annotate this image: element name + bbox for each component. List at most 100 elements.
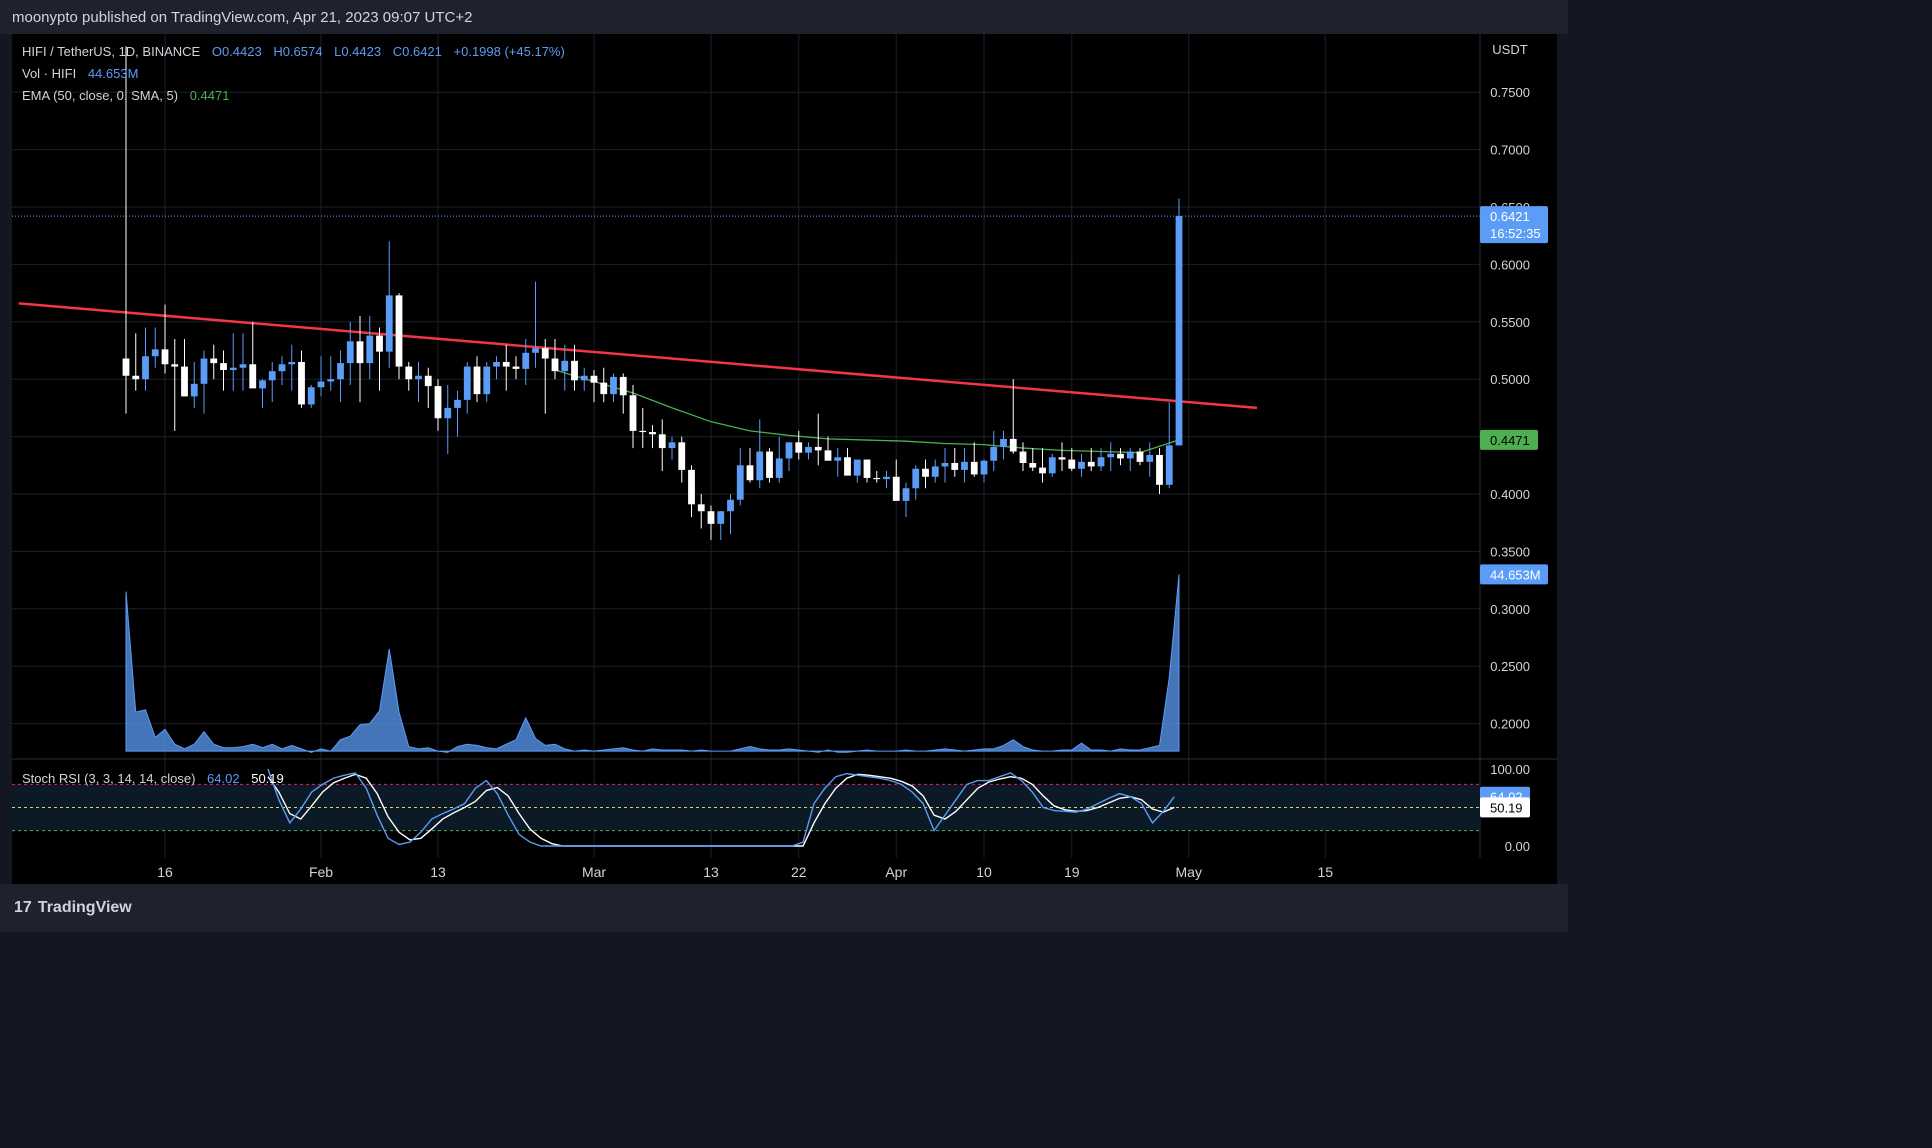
price-chart[interactable]: USDT0.75000.70000.65000.60000.55000.5000… <box>0 0 1568 932</box>
time-tick-label: 16 <box>157 864 173 880</box>
candle-body <box>580 375 588 381</box>
price-tick-label: 0.5000 <box>1490 372 1530 387</box>
candle-body <box>346 341 354 364</box>
candle <box>424 367 432 408</box>
time-tick-label: Apr <box>885 864 907 880</box>
candle <box>1019 442 1027 472</box>
candle-body <box>990 446 998 461</box>
open-value: O0.4423 <box>211 44 262 59</box>
candle-body <box>853 459 861 476</box>
candle <box>337 350 344 403</box>
candle-body <box>639 430 647 433</box>
candle-body <box>912 468 920 489</box>
candle-body <box>1107 453 1115 458</box>
candle <box>522 339 530 385</box>
stoch-d-badge-bg <box>1480 797 1530 818</box>
candle <box>785 442 793 472</box>
time-tick-label: 19 <box>1064 864 1080 880</box>
candle-body <box>415 375 422 380</box>
candle <box>951 448 959 477</box>
candle <box>678 436 686 483</box>
candle-body <box>1039 467 1046 474</box>
candle-body <box>941 463 949 467</box>
candle-body <box>493 361 500 367</box>
candle <box>912 465 920 500</box>
candle-body <box>902 488 910 501</box>
candle <box>151 327 159 368</box>
candle <box>493 356 500 380</box>
candle <box>385 241 393 368</box>
price-tick-label: 0.4000 <box>1490 487 1530 502</box>
candle <box>190 361 198 408</box>
candle-body <box>142 356 149 380</box>
candle-body <box>717 511 725 524</box>
volume-value: 44.653M <box>87 66 139 81</box>
candle-body <box>600 382 608 395</box>
candle <box>1039 448 1046 483</box>
candle-body <box>1165 445 1173 485</box>
candle-body <box>161 349 169 365</box>
candle-body <box>980 460 988 475</box>
candle-body <box>1087 461 1095 467</box>
candle-body <box>961 461 968 470</box>
candle <box>405 361 413 391</box>
last-price-badge: 0.6421 16:52:35 <box>1480 206 1548 244</box>
candle-body <box>288 361 296 365</box>
candle <box>941 448 949 483</box>
price-tick-label: 0.2500 <box>1490 659 1530 674</box>
price-axis[interactable]: USDT0.75000.70000.65000.60000.55000.5000… <box>1480 42 1548 854</box>
candle-body <box>132 375 140 380</box>
candle <box>795 430 803 460</box>
candle <box>532 281 539 368</box>
candle-body <box>366 335 374 364</box>
candle <box>298 350 305 408</box>
candle <box>590 370 598 403</box>
candle-body <box>649 432 656 435</box>
candle-body <box>1048 457 1056 474</box>
candle <box>454 390 461 437</box>
trendline[interactable] <box>12 215 1480 410</box>
candle-body <box>210 358 218 364</box>
price-tick-label: 0.6000 <box>1490 257 1530 272</box>
candle-body <box>385 295 393 352</box>
candle <box>561 344 569 391</box>
candle <box>775 436 783 483</box>
time-axis[interactable]: 16 Feb 13 Mar 13 22 Apr 10 19 May 15 <box>157 864 1333 880</box>
candle-body <box>1126 451 1134 459</box>
candle-body <box>454 399 461 408</box>
price-tick-label: 0.7000 <box>1490 143 1530 158</box>
candle <box>1048 453 1056 477</box>
candle <box>376 327 383 391</box>
ema-50-line <box>554 369 1180 454</box>
candle <box>200 350 208 414</box>
candle-body <box>688 469 695 505</box>
stoch-k-line <box>267 768 1175 847</box>
time-tick-label: Feb <box>309 864 333 880</box>
candle <box>619 373 627 414</box>
candle <box>1146 442 1154 477</box>
candle-body <box>1058 457 1066 460</box>
candle <box>766 448 773 483</box>
candle-body <box>1000 438 1007 447</box>
volume-label: Vol · HIFI <box>22 66 77 81</box>
candle-body <box>239 364 247 368</box>
candle-body <box>883 476 890 480</box>
publish-header: moonypto published on TradingView.com, A… <box>0 0 1568 34</box>
candle <box>502 344 510 391</box>
chart-pane[interactable] <box>12 34 1557 884</box>
candle <box>551 339 559 380</box>
candle <box>892 459 900 501</box>
close-value: C0.6421 <box>392 44 442 59</box>
candle-body <box>473 366 481 395</box>
stoch-tick-label: 0.00 <box>1505 839 1530 854</box>
candles <box>122 46 1183 540</box>
candle <box>580 367 588 391</box>
candle <box>824 436 832 461</box>
candle <box>668 436 676 460</box>
price-tick-label: 0.2000 <box>1490 717 1530 732</box>
candle <box>1156 448 1163 494</box>
volume-badge-value: 44.653M <box>1490 567 1541 582</box>
candle-body <box>463 366 471 400</box>
candle <box>1009 379 1017 454</box>
tradingview-logo[interactable]: 17 TradingView <box>14 899 132 917</box>
